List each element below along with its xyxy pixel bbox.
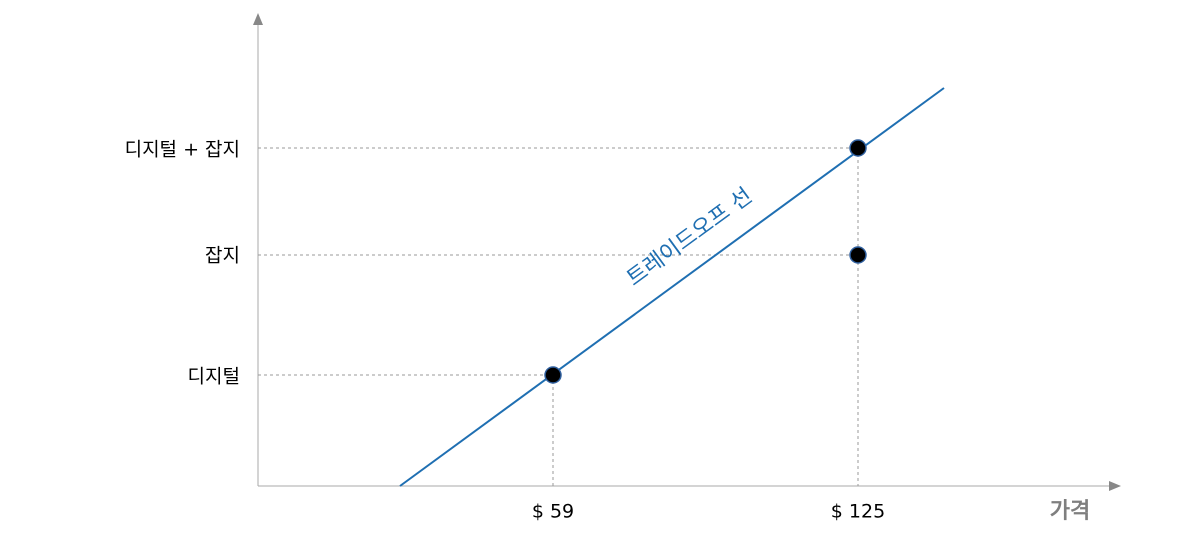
- y-label: 디지털: [188, 366, 240, 388]
- y-label: 잡지: [205, 245, 240, 267]
- point: [849, 139, 867, 157]
- x-axis-arrow: [1109, 481, 1121, 491]
- point: [544, 366, 562, 384]
- x-label: $ 59: [532, 501, 574, 523]
- point: [849, 246, 867, 264]
- line-label: 트레이드오프 선: [622, 184, 757, 292]
- x-axis-label: 가격: [1050, 499, 1090, 524]
- x-label: $ 125: [831, 501, 885, 523]
- y-label: 디지털 + 잡지: [125, 139, 240, 161]
- y-axis-arrow: [253, 13, 263, 25]
